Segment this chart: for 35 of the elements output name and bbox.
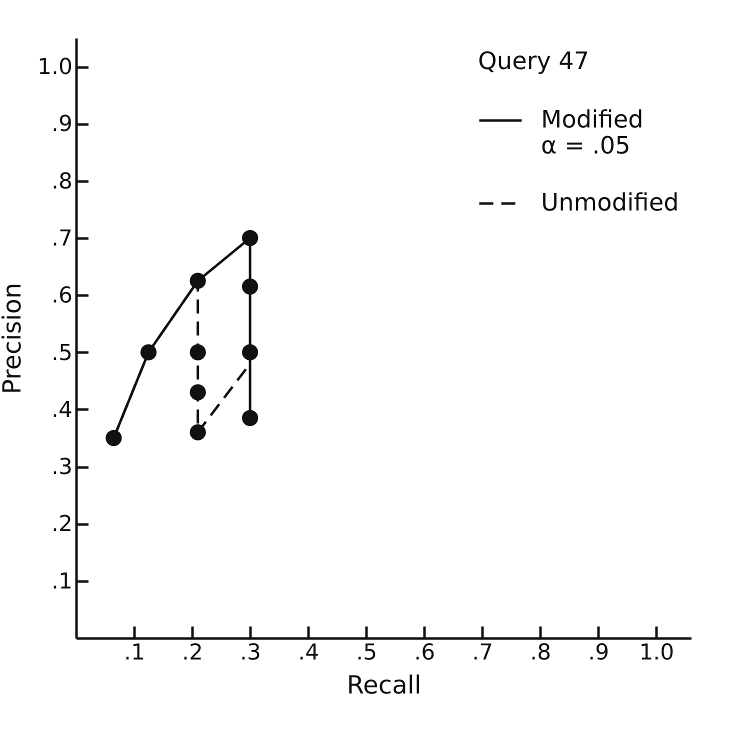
y-tick-label: .3 bbox=[52, 455, 72, 480]
y-tick-label: .8 bbox=[52, 169, 72, 194]
x-tick-label: .3 bbox=[240, 640, 262, 666]
x-tick-label: .6 bbox=[414, 640, 436, 666]
legend-label: Unmodified bbox=[541, 188, 679, 216]
x-tick-label: .8 bbox=[530, 640, 552, 666]
y-tick-label: .2 bbox=[52, 512, 72, 538]
x-tick-label: .5 bbox=[356, 640, 378, 666]
x-tick-label: .9 bbox=[588, 640, 610, 666]
point bbox=[140, 344, 157, 360]
point bbox=[242, 410, 258, 426]
point bbox=[190, 272, 206, 289]
point bbox=[106, 430, 122, 446]
y-tick-label: .5 bbox=[52, 340, 72, 366]
point bbox=[242, 344, 258, 360]
point bbox=[190, 344, 206, 360]
point bbox=[242, 230, 258, 246]
y-tick-label: .7 bbox=[52, 226, 72, 252]
x-tick-label: .7 bbox=[472, 640, 494, 666]
x-tick-label: .1 bbox=[124, 640, 146, 666]
y-tick-label: .6 bbox=[52, 284, 72, 309]
y-tick-label: .9 bbox=[52, 112, 72, 138]
y-tick-label: 1.0 bbox=[38, 55, 72, 80]
x-axis-title: Recall bbox=[346, 670, 422, 700]
point bbox=[242, 278, 258, 295]
y-tick-label: .1 bbox=[52, 569, 72, 594]
y-axis-title: Precision bbox=[0, 282, 27, 394]
point bbox=[190, 384, 206, 400]
legend-label: Modified α = .05 bbox=[541, 106, 644, 160]
legend-title: Query 47 bbox=[478, 47, 590, 75]
point bbox=[190, 424, 206, 440]
x-tick-label: .4 bbox=[298, 640, 320, 666]
x-tick-label: .2 bbox=[182, 640, 204, 666]
y-tick-label: .4 bbox=[52, 398, 72, 423]
x-tick-label: 1.0 bbox=[639, 640, 674, 666]
